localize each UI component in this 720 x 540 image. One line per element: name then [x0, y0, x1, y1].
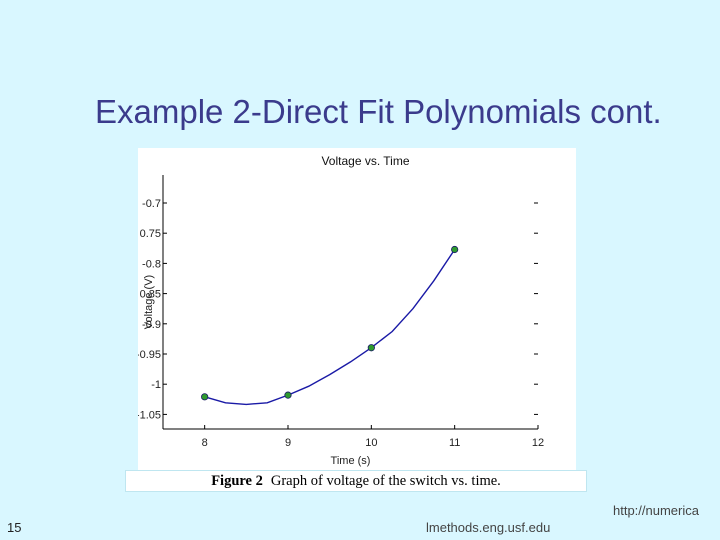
y-tick-label: -0.9: [142, 319, 161, 331]
x-tick-label: 9: [285, 437, 291, 449]
figure-caption-label: Figure 2: [211, 473, 263, 489]
x-tick-label: 12: [532, 437, 544, 449]
y-tick-label: -0.8: [142, 258, 161, 270]
y-tick-label: -0.95: [138, 349, 161, 361]
chart-panel: Voltage vs. Time -0.7 0.75 -0.8 0.85 -0.9 -0.9…: [138, 148, 576, 470]
footer-url-line2: lmethods.eng.usf.edu: [426, 520, 551, 535]
y-tick-label: 0.85: [140, 289, 161, 301]
slide-title: Example 2-Direct Fit Polynomials cont.: [95, 93, 662, 130]
figure-caption-text: Graph of voltage of the switch vs. time.: [270, 473, 501, 489]
x-tick-label: 8: [202, 437, 208, 449]
x-tick-label: 10: [365, 437, 377, 449]
footer-url-line1: http://numerica: [613, 503, 699, 518]
chart-title: Voltage vs. Time: [321, 154, 409, 168]
y-tick-label: -0.7: [142, 198, 161, 210]
page-number: 15: [7, 520, 22, 535]
data-point: [284, 391, 292, 399]
figure-caption: Figure 2 Graph of voltage of the switch v…: [125, 470, 587, 492]
data-point: [201, 393, 209, 401]
data-point: [367, 344, 375, 352]
y-tick-label: 0.75: [140, 228, 161, 240]
data-point: [451, 245, 459, 254]
fit-curve-line: [204, 249, 456, 406]
x-axis-label: Time (s): [331, 455, 371, 467]
y-tick-label: -1: [151, 379, 161, 391]
y-tick-label: -1.05: [138, 409, 161, 421]
voltage-time-chart: Voltage vs. Time -0.7 0.75 -0.8 0.85 -0.9 -0.9…: [138, 154, 544, 467]
y-axis-label: Voltage (V): [143, 275, 155, 329]
x-tick-label: 11: [449, 437, 460, 449]
